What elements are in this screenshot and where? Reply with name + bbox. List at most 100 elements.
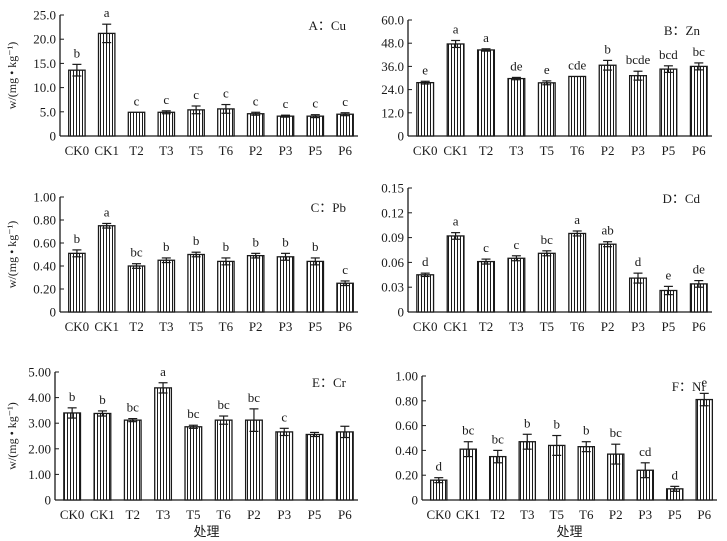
significance-label: b xyxy=(252,234,259,249)
panel-title: C：Pb xyxy=(311,200,346,215)
significance-label: bc xyxy=(541,232,554,247)
significance-label: bc xyxy=(187,406,200,421)
bar xyxy=(476,260,496,313)
y-tick-label: 1.00 xyxy=(33,190,56,205)
significance-label: b xyxy=(163,239,170,254)
bar xyxy=(244,419,263,501)
significance-label: de xyxy=(510,58,523,73)
significance-label: b xyxy=(223,239,230,254)
significance-label: e xyxy=(422,62,428,77)
y-tick-label: 10.0 xyxy=(33,80,56,95)
category-label: P6 xyxy=(692,143,706,158)
y-tick-label: 1.00 xyxy=(395,369,418,384)
bar xyxy=(306,115,325,137)
significance-label: bcde xyxy=(626,52,651,67)
y-tick-label: 0.20 xyxy=(395,468,418,483)
bar xyxy=(276,115,295,137)
category-label: T6 xyxy=(570,319,585,334)
significance-label: a xyxy=(104,5,110,20)
bar xyxy=(568,232,587,313)
bar xyxy=(123,419,142,501)
category-label: T2 xyxy=(491,507,505,522)
category-label: T2 xyxy=(126,507,140,522)
category-label: P3 xyxy=(279,143,293,158)
significance-label: a xyxy=(483,30,489,45)
bar xyxy=(507,77,526,137)
bar xyxy=(335,431,354,501)
significance-label: b xyxy=(74,231,81,246)
bar xyxy=(306,260,325,313)
significance-label: c xyxy=(193,87,199,102)
significance-label: e xyxy=(666,267,672,282)
category-label: T2 xyxy=(479,319,493,334)
category-label: T6 xyxy=(570,143,585,158)
bar xyxy=(97,225,116,313)
bar xyxy=(476,49,496,137)
category-label: CK1 xyxy=(94,319,119,334)
bar xyxy=(598,64,617,137)
category-label: T5 xyxy=(189,143,203,158)
bar xyxy=(127,111,146,137)
category-label: P5 xyxy=(662,319,676,334)
y-tick-label: 0.80 xyxy=(33,213,56,228)
category-label: CK0 xyxy=(413,319,438,334)
category-label: CK0 xyxy=(65,143,90,158)
category-label: P3 xyxy=(638,507,652,522)
y-tick-label: 0.80 xyxy=(395,393,418,408)
y-tick-label: 0.15 xyxy=(381,181,404,196)
bar xyxy=(537,82,556,137)
y-tick-label: 0 xyxy=(45,493,52,508)
bar xyxy=(659,68,678,137)
y-tick-label: 0 xyxy=(50,305,57,320)
panel-5: 0 1.00 2.00 3.00 4.00 5.00 E：Cr b CK0 b CK1 bc T2 a T3… xyxy=(5,364,358,539)
y-tick-label: 4.00 xyxy=(28,390,51,405)
y-tick-label: 24.0 xyxy=(381,82,404,97)
bar xyxy=(157,259,176,313)
bar xyxy=(416,274,435,313)
category-label: P5 xyxy=(662,143,676,158)
significance-label: bc xyxy=(127,400,140,415)
bar xyxy=(93,412,112,501)
bar xyxy=(214,419,233,501)
significance-label: bc xyxy=(492,431,505,446)
x-axis-label: 处理 xyxy=(193,524,219,539)
y-tick-label: 0.60 xyxy=(395,418,418,433)
category-label: P2 xyxy=(601,143,615,158)
bar xyxy=(568,75,587,137)
category-label: P3 xyxy=(631,143,645,158)
y-tick-label: 0.03 xyxy=(381,280,404,295)
category-label: T2 xyxy=(479,143,493,158)
significance-label: cd xyxy=(639,444,652,459)
category-label: T6 xyxy=(579,507,594,522)
bar xyxy=(275,431,294,501)
y-tick-label: 0.12 xyxy=(381,205,404,220)
significance-label: c xyxy=(163,92,169,107)
category-label: P6 xyxy=(338,319,352,334)
panel-3: 00.200.400.600.801.00C：PbbCK0aCK1bcT2bT3… xyxy=(5,190,358,334)
y-tick-label: 0 xyxy=(50,129,57,144)
bar xyxy=(97,32,116,137)
category-label: CK0 xyxy=(60,507,85,522)
y-tick-label: 20.0 xyxy=(33,32,56,47)
category-label: T2 xyxy=(129,319,143,334)
y-tick-label: 5.00 xyxy=(28,365,51,380)
panel-1: 0 5.0 10.0 15.0 20.0 25.0 A：Cu b CK0 a CK1 c T2 c T3 c T… xyxy=(5,5,358,158)
y-axis-label: w/(mg • kg⁻¹) xyxy=(5,221,19,288)
bar xyxy=(127,265,146,313)
panel-title: B：Zn xyxy=(664,23,701,38)
category-label: P5 xyxy=(308,143,322,158)
category-label: CK1 xyxy=(90,507,115,522)
significance-label: c xyxy=(342,94,348,109)
category-label: T2 xyxy=(129,143,143,158)
y-tick-label: 25.0 xyxy=(33,8,56,23)
bar xyxy=(157,111,176,137)
significance-label: c xyxy=(514,237,520,252)
bar xyxy=(154,387,173,501)
category-label: T3 xyxy=(159,319,173,334)
bar xyxy=(598,243,617,313)
category-label: T5 xyxy=(186,507,200,522)
category-label: P2 xyxy=(247,507,261,522)
significance-label: c xyxy=(312,96,318,111)
category-label: P6 xyxy=(338,507,352,522)
